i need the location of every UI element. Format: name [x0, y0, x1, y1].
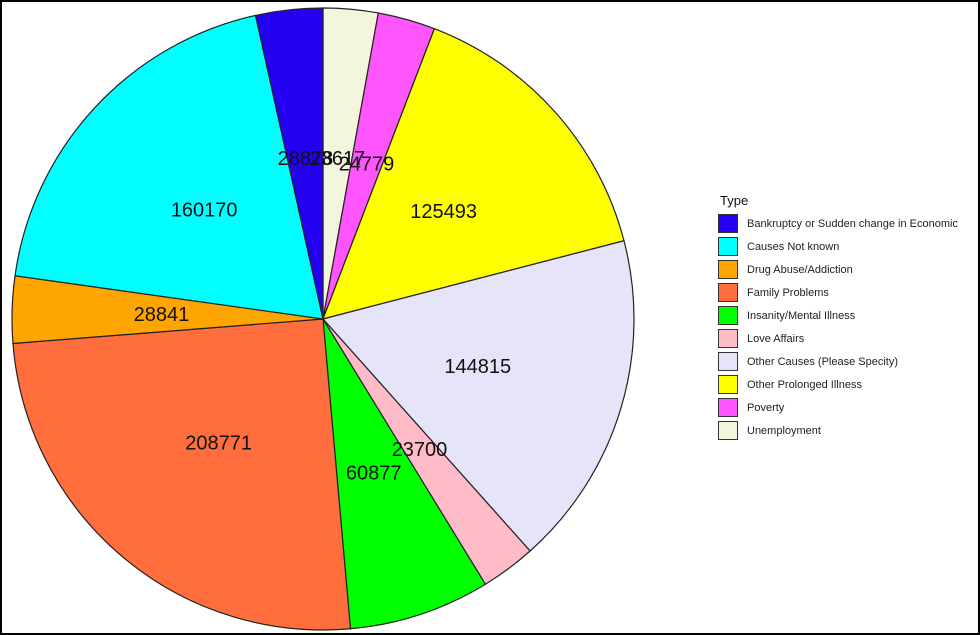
pie-slice-label: 60877	[346, 463, 402, 485]
pie-slice	[254, 7, 324, 320]
pie-slice-label: 23700	[392, 439, 448, 461]
legend-swatch	[718, 375, 738, 394]
legend-swatch	[718, 352, 738, 371]
pie-slice	[14, 14, 324, 320]
legend-item: Bankruptcy or Sudden change in Economic	[718, 212, 958, 235]
pie-slice	[321, 240, 635, 552]
legend-item: Love Affairs	[718, 327, 958, 350]
legend-label: Causes Not known	[747, 240, 840, 253]
legend-swatch	[718, 306, 738, 325]
pie-slice	[12, 318, 352, 631]
pie-slices	[11, 7, 635, 631]
legend-label: Drug Abuse/Addiction	[747, 263, 853, 276]
legend-item: Insanity/Mental Illness	[718, 304, 958, 327]
legend-label: Insanity/Mental Illness	[747, 309, 856, 322]
legend-item: Unemployment	[718, 419, 958, 442]
legend-item: Other Causes (Please Specity)	[718, 350, 958, 373]
legend-label: Love Affairs	[747, 332, 805, 345]
legend-swatch	[718, 329, 738, 348]
legend-item: Causes Not known	[718, 235, 958, 258]
legend-swatch	[718, 214, 738, 233]
pie-slice-label: 160170	[171, 199, 238, 221]
legend-swatch	[718, 421, 738, 440]
pie-slice	[322, 318, 487, 630]
pie-slice-label: 28878	[278, 148, 334, 170]
pie-slice-label: 28841	[134, 304, 190, 326]
legend-item: Poverty	[718, 396, 958, 419]
legend-label: Family Problems	[747, 286, 829, 299]
legend-label: Unemployment	[747, 424, 821, 437]
legend-swatch	[718, 283, 738, 302]
legend-title: Type	[720, 193, 749, 208]
legend-swatch	[718, 237, 738, 256]
pie-slice-label: 24779	[339, 153, 395, 175]
pie-slice	[322, 27, 625, 320]
legend-items: Bankruptcy or Sudden change in Economic C…	[718, 212, 958, 442]
pie-slice-label: 144815	[444, 356, 511, 378]
legend-label: Other Prolonged Illness	[747, 378, 862, 391]
pie-slice-label: 208771	[185, 433, 252, 455]
legend-item: Other Prolonged Illness	[718, 373, 958, 396]
legend-swatch	[718, 260, 738, 279]
legend-swatch	[718, 398, 738, 417]
legend-label: Other Causes (Please Specity)	[747, 355, 899, 368]
legend-label: Poverty	[747, 401, 785, 414]
legend-label: Bankruptcy or Sudden change in Economic	[747, 217, 958, 230]
legend: Type Bankruptcy or Sudden change in Econ…	[718, 193, 958, 442]
legend-item: Drug Abuse/Addiction	[718, 258, 958, 281]
pie-slice-label: 23617	[310, 148, 366, 170]
legend-item: Family Problems	[718, 281, 958, 304]
pie-slice-label: 125493	[410, 201, 477, 223]
